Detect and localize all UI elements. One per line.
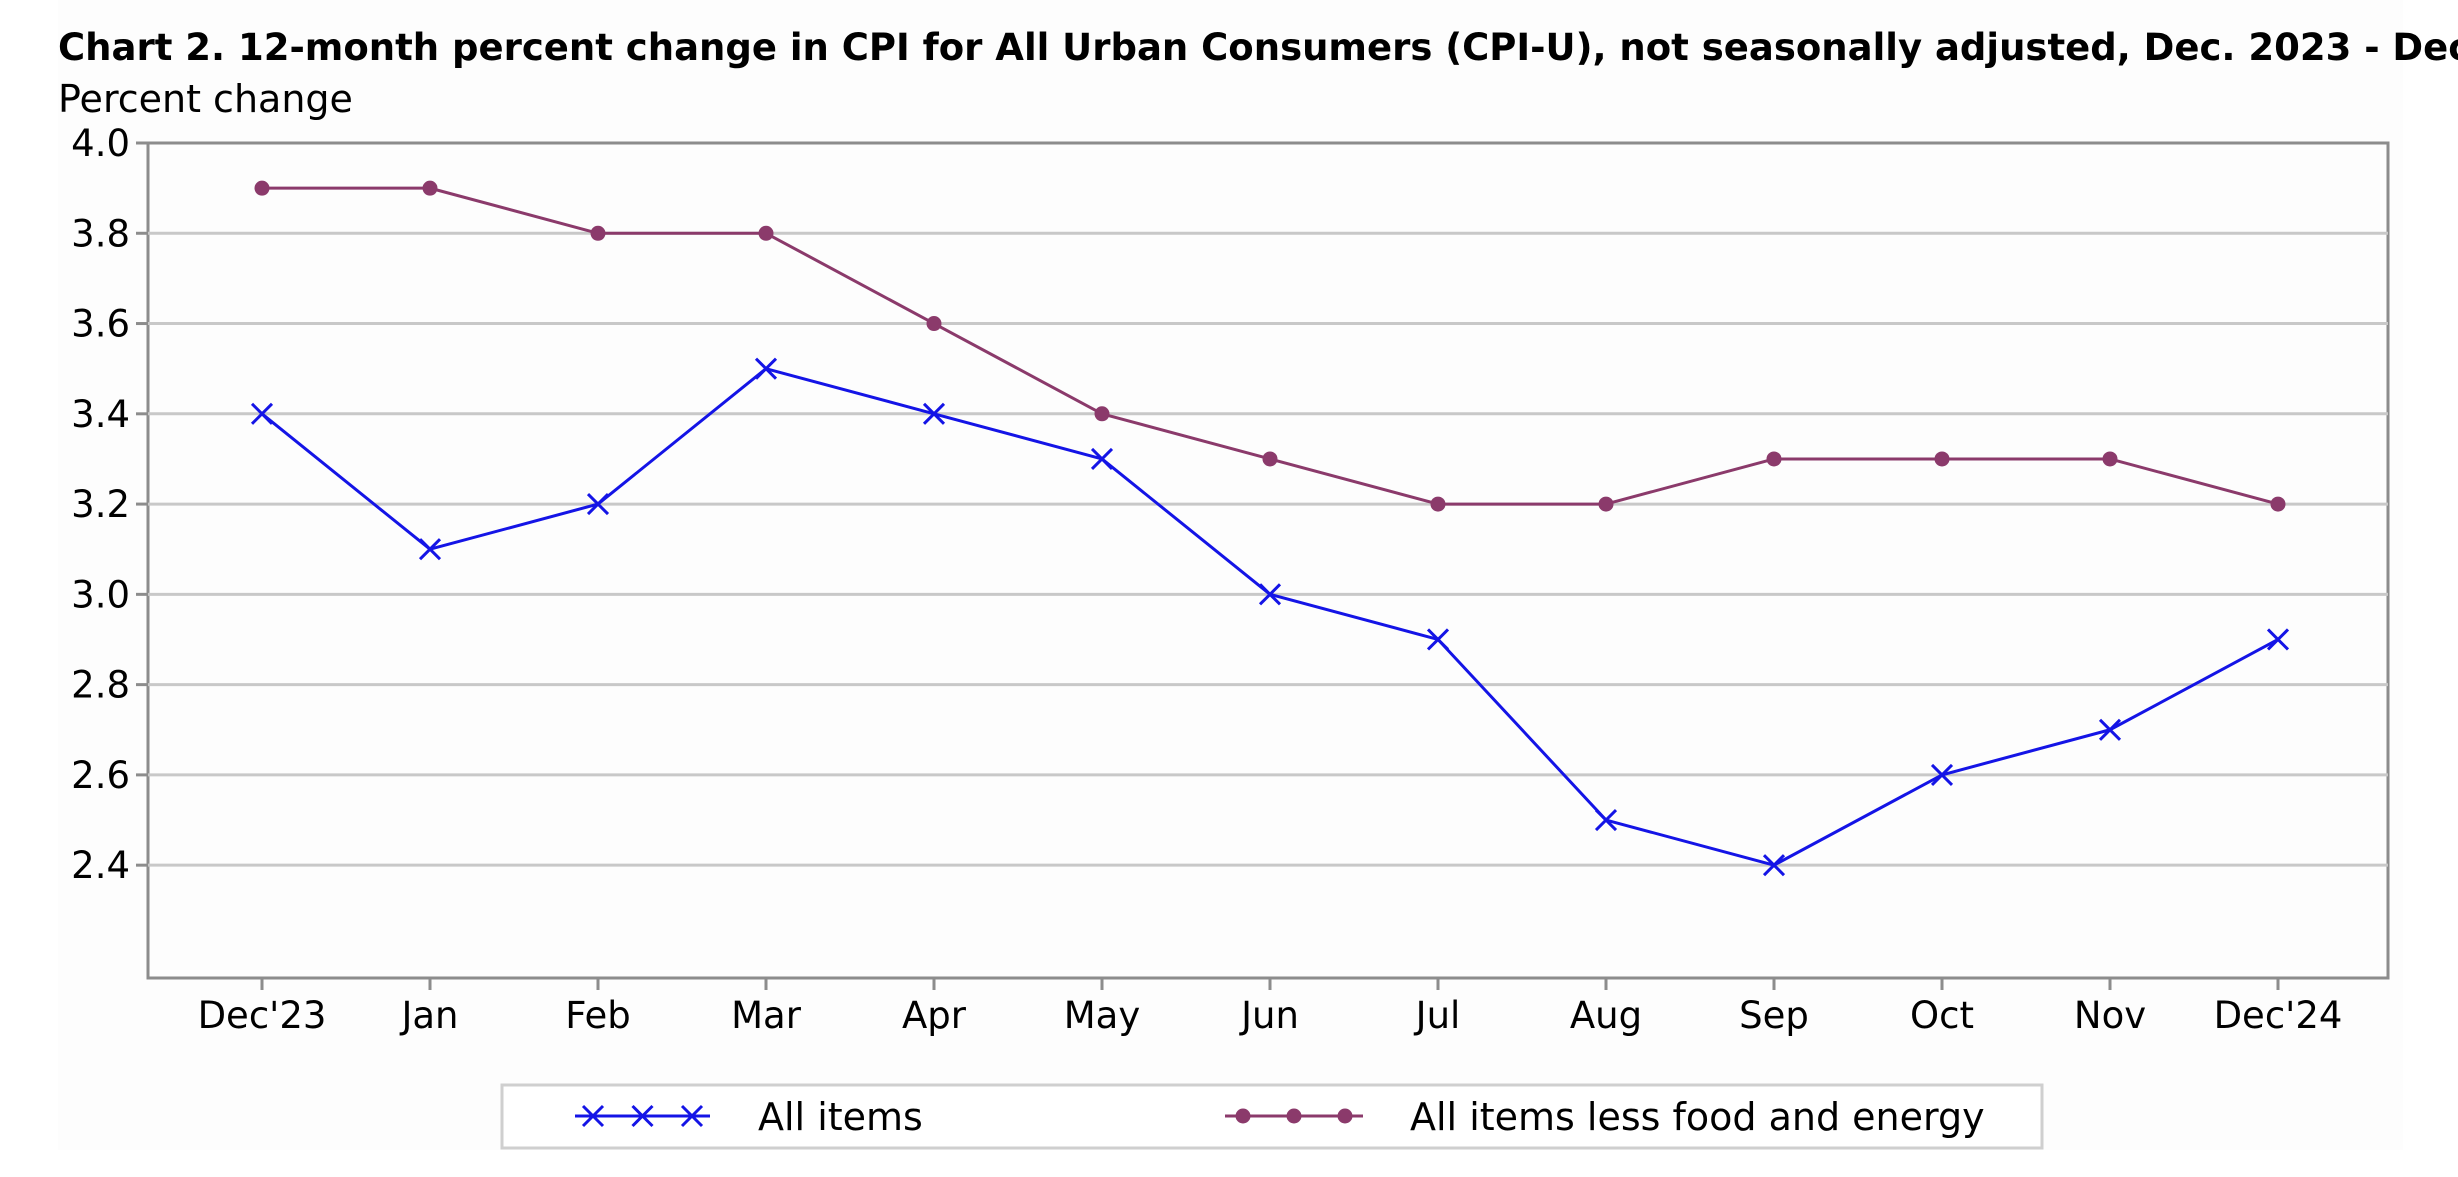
- x-tick-label: Dec'24: [2214, 994, 2343, 1037]
- x-tick-label: Sep: [1739, 994, 1809, 1037]
- y-axis-ticks: 2.4 2.6 2.8 3.0 3.2 3.4 3.6 3.8 4.0: [71, 122, 148, 887]
- data-point-marker: [758, 225, 774, 241]
- data-point-marker: [1430, 496, 1446, 512]
- x-tick-label: Feb: [565, 994, 631, 1037]
- grid-lines: [148, 231, 2388, 867]
- x-tick-label: Mar: [731, 994, 802, 1037]
- x-tick-label: Jun: [1239, 994, 1299, 1037]
- data-point-marker: [1262, 451, 1278, 467]
- data-point-marker: [1598, 496, 1614, 512]
- y-tick-label: 3.8: [71, 212, 130, 255]
- legend: All items All items less food and energy: [500, 1083, 2044, 1150]
- x-tick-label: Aug: [1570, 994, 1642, 1037]
- legend-marker: [631, 1104, 654, 1128]
- data-point-marker: [1094, 406, 1110, 422]
- data-point-marker: [1258, 583, 1282, 606]
- data-point-marker: [590, 225, 606, 241]
- data-point-marker: [2270, 496, 2286, 512]
- data-point-marker: [2266, 628, 2290, 651]
- legend-marker: [1337, 1108, 1353, 1124]
- legend-label: All items less food and energy: [1410, 1095, 1985, 1139]
- data-point-marker: [250, 402, 274, 425]
- data-point-marker: [926, 316, 942, 332]
- legend-marker: [1235, 1108, 1251, 1124]
- data-point-marker: [1934, 451, 1950, 467]
- legend-item-core: All items less food and energy: [1225, 1095, 1985, 1139]
- legend-label: All items: [758, 1095, 923, 1139]
- data-point-marker: [922, 402, 946, 425]
- x-tick-label: Apr: [902, 994, 967, 1037]
- x-tick-label: Oct: [1910, 994, 1974, 1037]
- data-point-marker: [2102, 451, 2118, 467]
- y-tick-label: 3.6: [71, 303, 130, 346]
- series-core: [254, 180, 2286, 512]
- legend-box: [500, 1083, 2044, 1150]
- y-axis-unit-label: Percent change: [58, 77, 353, 121]
- legend-marker: [581, 1104, 605, 1128]
- x-tick-label: May: [1064, 994, 1141, 1037]
- y-tick-label: 3.0: [71, 573, 130, 616]
- y-tick-label: 4.0: [71, 122, 130, 165]
- y-tick-label: 2.8: [71, 664, 130, 707]
- data-point-marker: [254, 180, 270, 196]
- x-tick-label: Jul: [1414, 994, 1461, 1037]
- data-point-marker: [1090, 447, 1114, 471]
- data-point-marker: [422, 180, 438, 196]
- legend-marker: [1286, 1108, 1302, 1124]
- data-point-marker: [2098, 718, 2122, 741]
- legend-marker: [680, 1104, 704, 1128]
- data-point-marker: [1930, 763, 1954, 786]
- series-layer: [250, 180, 2290, 877]
- series-all-items: [250, 357, 2290, 877]
- plot-area: [146, 141, 2390, 980]
- data-point-marker: [418, 538, 442, 561]
- y-tick-label: 3.2: [71, 483, 130, 526]
- legend-item-all-items: All items: [575, 1095, 923, 1139]
- x-tick-label: Dec'23: [198, 994, 327, 1037]
- data-point-marker: [1766, 451, 1782, 467]
- data-point-marker: [1762, 854, 1786, 877]
- x-tick-label: Nov: [2074, 994, 2146, 1037]
- data-point-marker: [1594, 808, 1618, 832]
- chart-title: Chart 2. 12-month percent change in CPI …: [58, 26, 2458, 69]
- y-tick-label: 3.4: [71, 393, 130, 436]
- y-tick-label: 2.6: [71, 754, 130, 797]
- data-point-marker: [586, 493, 610, 516]
- data-point-marker: [1426, 628, 1450, 651]
- x-tick-label: Jan: [399, 994, 458, 1037]
- x-axis-ticks: Dec'23 Jan Feb Mar Apr May Jun Jul Aug Sep Oct Nov D…: [198, 978, 2343, 1037]
- data-point-marker: [754, 357, 778, 380]
- y-tick-label: 2.4: [71, 844, 130, 887]
